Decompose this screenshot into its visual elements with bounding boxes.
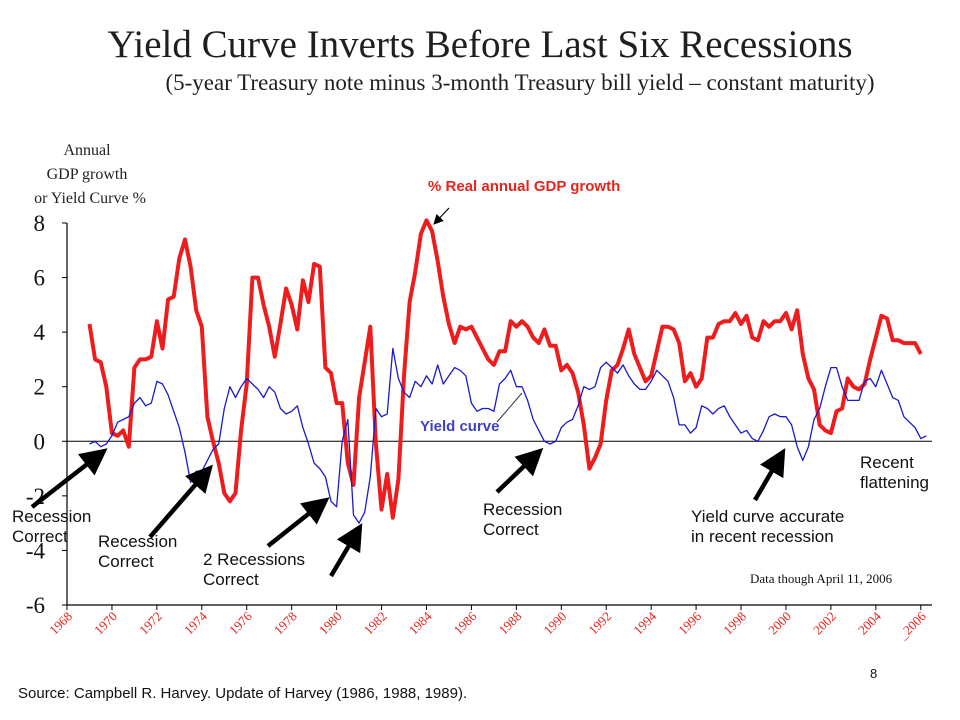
recession-annotation-5: Yield curve accurate in recent recession (691, 507, 844, 547)
y-tick-label: 6 (34, 266, 46, 291)
x-tick-label: 1984 (406, 608, 435, 637)
x-tick-label: 1988 (495, 609, 524, 638)
recession-annotation-1-line-1: Recession (12, 507, 92, 526)
recession-annotation-4-line-1: Recession (483, 500, 563, 519)
x-tick-label: 2000 (765, 609, 794, 638)
x-tick-label: 2004 (855, 608, 884, 637)
annotation-arrows (30, 207, 786, 578)
recession-annotation-3-line-1: 2 Recessions (203, 550, 306, 569)
recession-arrow-2 (148, 464, 213, 539)
x-tick-label: _2006 (895, 608, 930, 643)
x-tick-label: 1980 (316, 609, 345, 638)
gdp-series-line (87, 218, 923, 520)
x-tick-label: 1976 (226, 608, 255, 637)
recession-annotation-1: Recession Correct (12, 507, 91, 547)
x-tick-label: 1986 (451, 608, 480, 637)
recession-annotation-2-line-2: Correct (98, 552, 154, 571)
recession-annotation-2: Recession Correct (98, 532, 177, 572)
y-axis-title-line-2: GDP growth (46, 166, 128, 183)
x-tick-label: 1998 (720, 609, 749, 638)
recession-arrow-3 (266, 497, 330, 548)
recession-annotation-3-line-2: Correct (203, 570, 259, 589)
x-tick-label: 1972 (136, 609, 165, 638)
recession-annotation-5-line-2: in recent recession (691, 527, 834, 546)
gdp-series-label: % Real annual GDP growth (428, 178, 621, 195)
yield-label-leader (496, 392, 523, 423)
y-tick-label: 8 (34, 211, 46, 236)
source-note: Source: Campbell R. Harvey. Update of Ha… (18, 685, 468, 702)
y-axis-title-line-1: Annual (63, 142, 111, 159)
x-tick-label: 1992 (585, 609, 614, 638)
recession-annotation-4: Recession Correct (483, 500, 562, 540)
recent-flattening-line-1: Recent (860, 453, 914, 472)
y-tick-label: 2 (34, 375, 46, 400)
gdp-series (87, 218, 923, 520)
x-tick-label: 1982 (361, 609, 390, 638)
recession-annotation-5-line-1: Yield curve accurate (691, 507, 845, 526)
yield-curve-series-line (89, 347, 927, 524)
y-tick-label: 0 (34, 429, 46, 454)
y-axis-title-line-3: or Yield Curve % (34, 190, 146, 207)
y-tick-label: 4 (34, 320, 46, 345)
page-number: 8 (870, 666, 878, 681)
x-tick-label: 1994 (630, 608, 659, 637)
recession-arrow-1 (30, 448, 108, 509)
x-tick-label: 1970 (91, 609, 120, 638)
chart-title: Yield Curve Inverts Before Last Six Rece… (107, 23, 853, 66)
recent-flattening-line-2: flattening (860, 473, 929, 492)
x-tick-label: 1968 (46, 609, 75, 638)
recession-annotation-2-line-1: Recession (98, 532, 178, 551)
recession-annotation-3: 2 Recessions Correct (203, 550, 305, 590)
recession-arrow-6 (753, 448, 786, 502)
y-tick-label: -6 (26, 593, 45, 618)
x-tick-label: 1996 (675, 608, 704, 637)
x-tick-label: 1974 (181, 608, 210, 637)
x-tick-label: 1990 (540, 609, 569, 638)
x-tick-label: 2002 (810, 609, 839, 638)
data-date-note: Data though April 11, 2006 (750, 571, 893, 586)
recession-arrow-4 (329, 523, 363, 578)
yield-curve-series (89, 347, 927, 524)
recession-annotation-4-line-2: Correct (483, 520, 539, 539)
recent-flattening-annotation: Recent flattening (860, 453, 929, 493)
x-tick-label: 1978 (271, 609, 300, 638)
y-tick-label: -4 (26, 538, 46, 563)
yield-curve-series-label: Yield curve (420, 418, 500, 435)
recession-annotation-1-line-2: Correct (12, 527, 68, 546)
recession-arrow-5 (495, 447, 544, 494)
gdp-label-arrow (433, 207, 450, 225)
chart-subtitle: (5-year Treasury note minus 3-month Trea… (165, 70, 875, 95)
